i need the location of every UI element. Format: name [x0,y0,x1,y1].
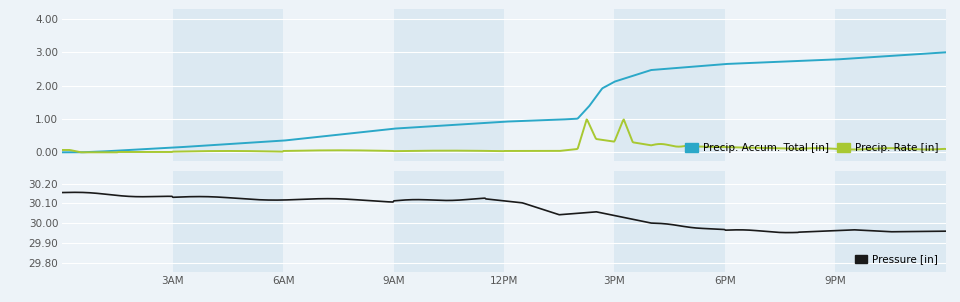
Bar [835,171,946,272]
Legend: Pressure [in]: Pressure [in] [852,252,941,267]
Bar [725,9,835,161]
Bar [614,9,725,161]
Bar [62,171,173,272]
Bar [173,171,283,272]
Bar [394,171,504,272]
Bar [394,9,504,161]
Bar [62,9,173,161]
Bar [504,171,614,272]
Bar [504,9,614,161]
Bar [835,9,946,161]
Bar [173,9,283,161]
Bar [725,171,835,272]
Bar [283,171,394,272]
Bar [283,9,394,161]
Legend: Precip. Accum. Total [in], Precip. Rate [in]: Precip. Accum. Total [in], Precip. Rate … [683,141,941,156]
Bar [614,171,725,272]
